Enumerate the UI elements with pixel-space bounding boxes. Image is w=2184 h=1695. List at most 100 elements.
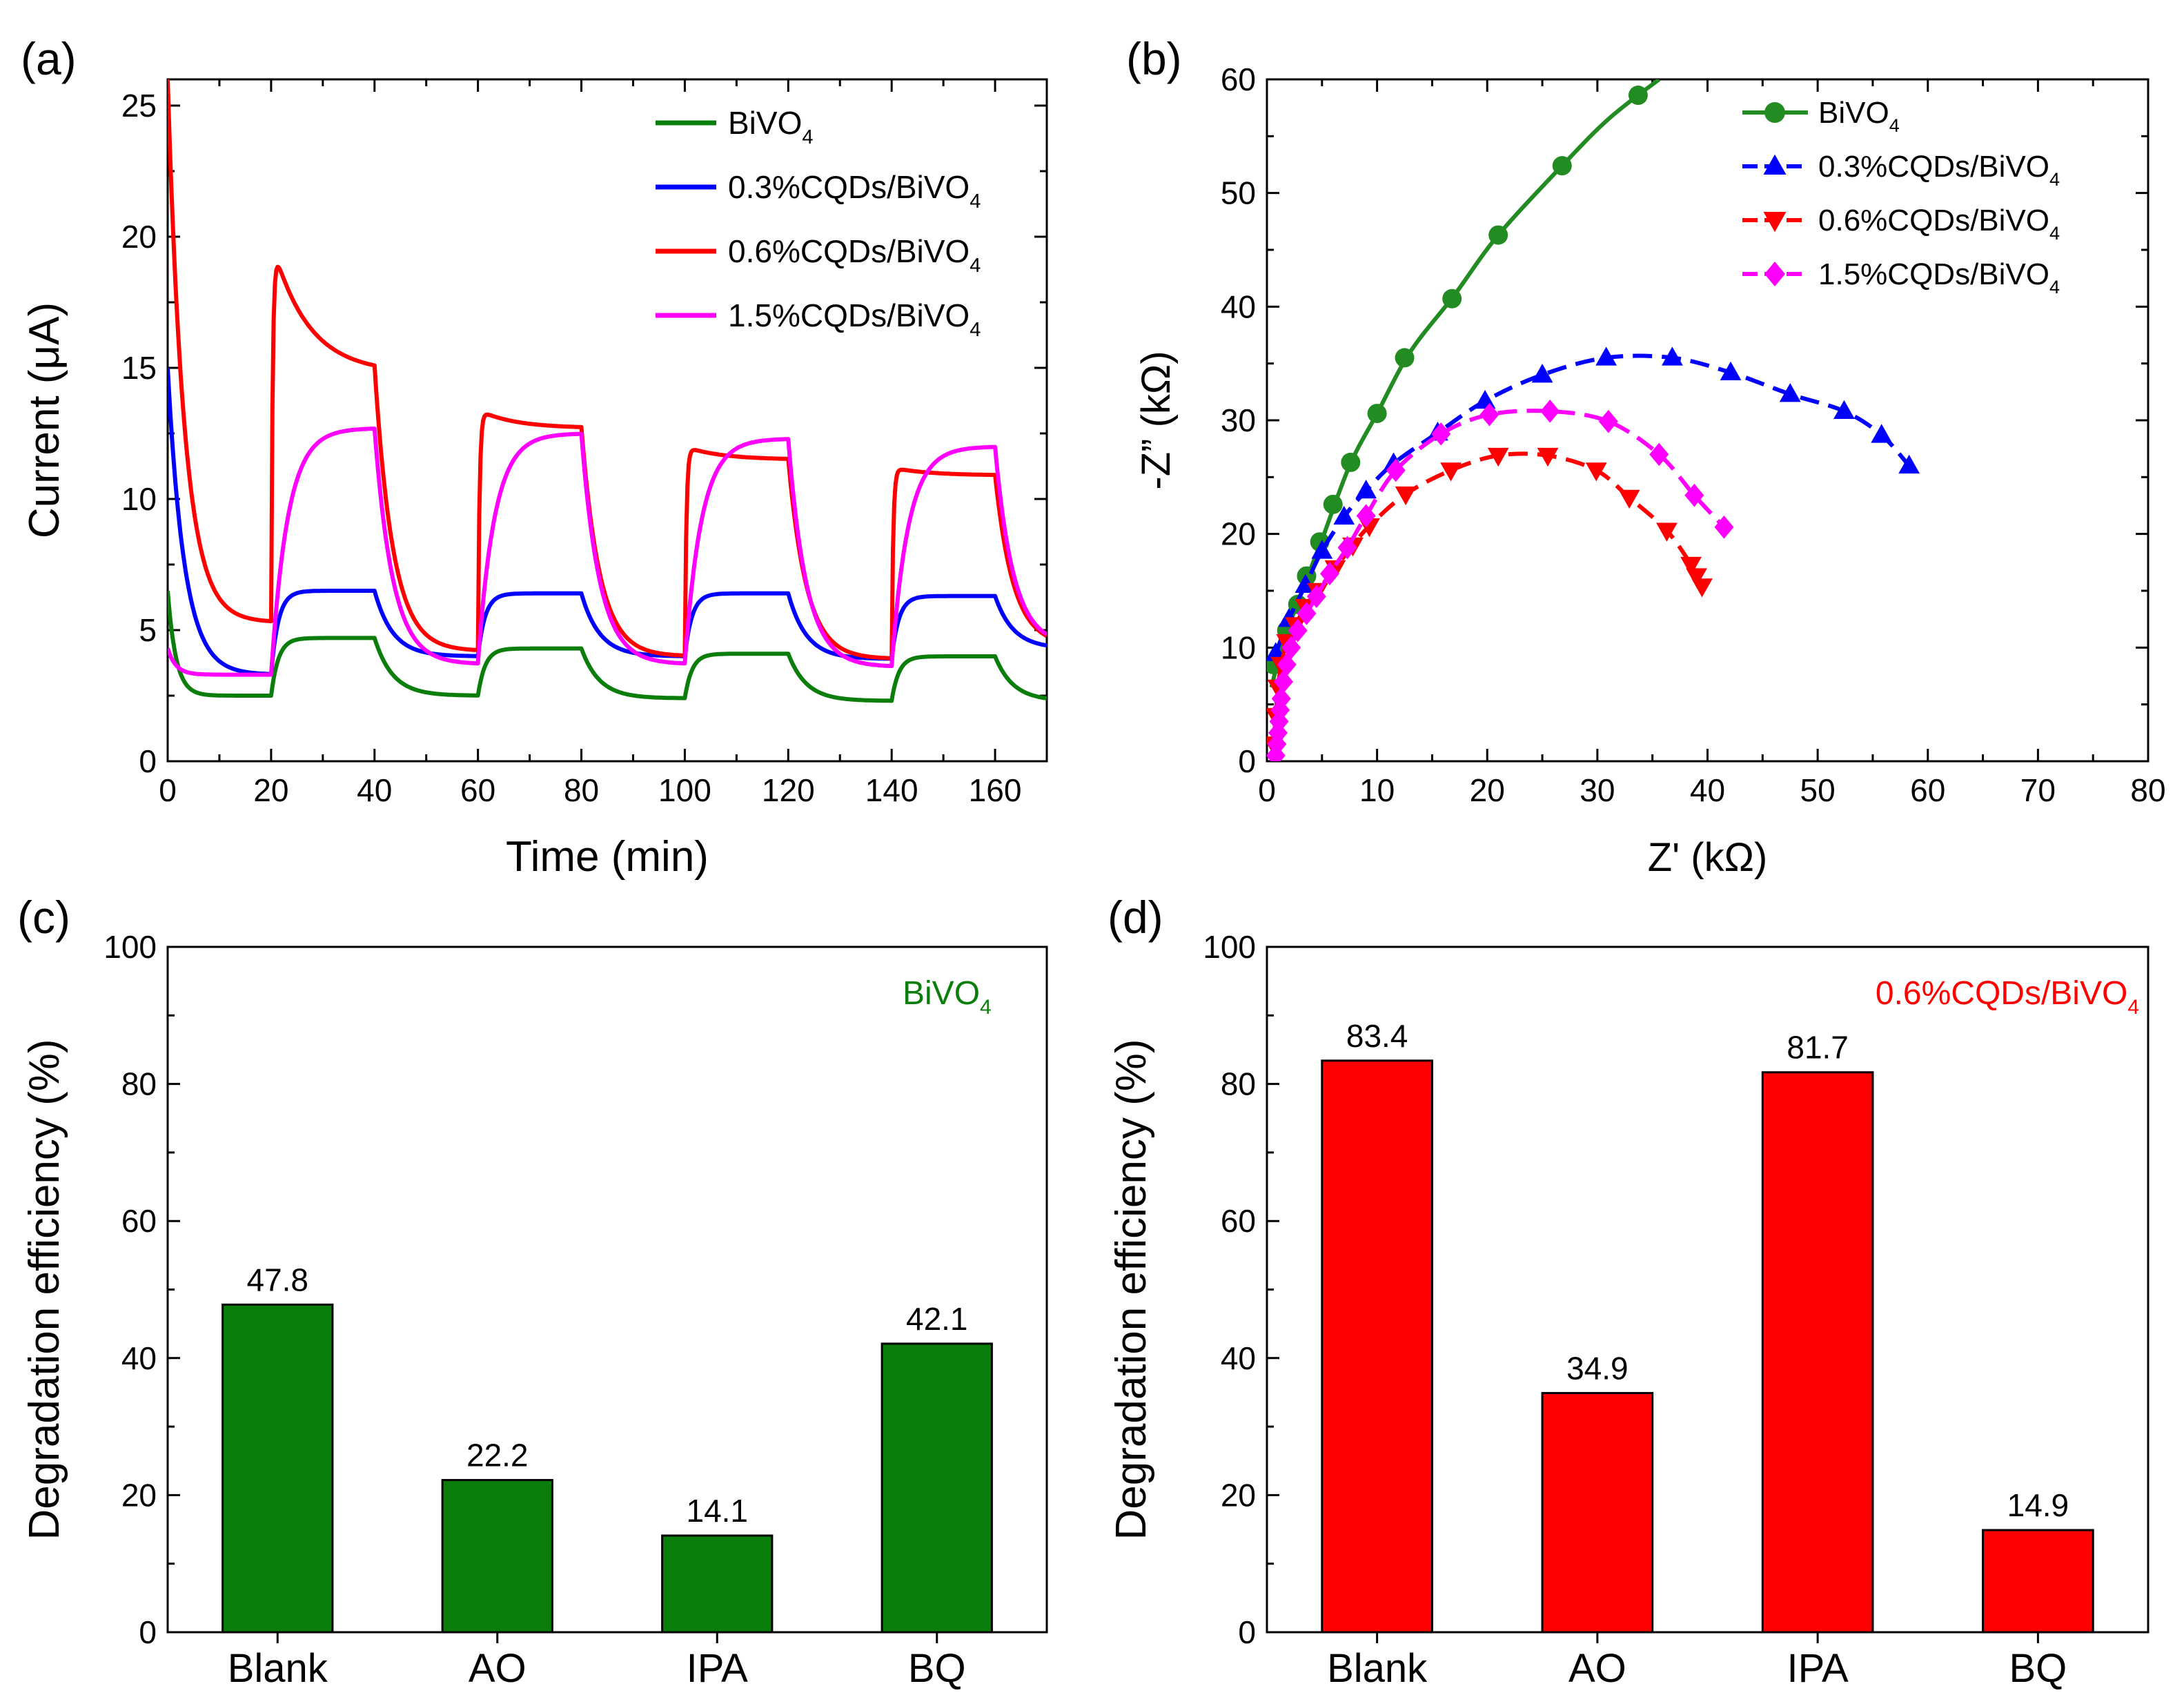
plot-area: [168, 79, 1047, 703]
bar-ipa: [661, 1534, 774, 1634]
series-line-0: [1269, 79, 1661, 688]
annotation-label-main: 0.6%CQDs/BiVO: [1876, 975, 2127, 1012]
y-tick-label: 5: [139, 612, 157, 648]
y-tick-label: 15: [121, 350, 157, 386]
series-0-point: [1341, 452, 1361, 472]
panel-b-nyquist-plot: 0 10 20 30 40 50 60 0 10 20 30 40 50 60 70 80 (b) Z' (kΩ)…: [1126, 33, 2166, 880]
series-2-point: [1585, 462, 1607, 482]
series-2-point: [1537, 447, 1559, 467]
panel-d-bar-chart-cqds-bivo4: 0 20 40 60 80 100 (d) Degradation efficiency (%…: [1108, 892, 2149, 1691]
series-line-2: [1271, 451, 1704, 745]
x-tick-label: 20: [253, 772, 288, 808]
x-axis-title: Z' (kΩ): [1648, 835, 1768, 880]
series-3-point: [1479, 402, 1499, 427]
bar-blank: [222, 1303, 334, 1634]
series-0-point: [1323, 494, 1343, 514]
bar-ipa: [1761, 1071, 1874, 1634]
legend-label-0: BiVO4: [728, 105, 814, 148]
legend-label-2-main: 0.6%CQDs/BiVO: [728, 233, 970, 269]
y-tick-label: 30: [1221, 402, 1256, 438]
x-category-label: IPA: [1787, 1646, 1849, 1691]
legend-label-0-subscript: 4: [802, 126, 813, 148]
bar-value-label: 14.9: [2007, 1487, 2069, 1523]
panel-label: (d): [1108, 892, 1163, 943]
y-tick-label: 100: [104, 929, 157, 965]
series-3-point: [1271, 687, 1291, 711]
series-line-3: [168, 427, 1047, 677]
series-1-point: [1662, 346, 1683, 366]
panel-label: (b): [1126, 33, 1182, 84]
series-2-point: [1656, 522, 1678, 542]
series-2-point: [1691, 578, 1713, 598]
series-3-point: [1386, 458, 1406, 482]
y-tick-label: 0: [139, 743, 157, 779]
bar-value-label: 34.9: [1566, 1350, 1629, 1386]
plot-area: [1267, 79, 1920, 761]
series-2-point: [1680, 556, 1702, 576]
legend-label-0-subscript: 4: [1889, 115, 1900, 136]
legend-label-3-main: 1.5%CQDs/BiVO: [728, 297, 970, 333]
annotation-label-main: BiVO: [903, 975, 980, 1012]
legend-label-3: 1.5%CQDs/BiVO4: [1818, 257, 2060, 297]
x-tick-label: 40: [357, 772, 392, 808]
legend-marker-2: [1763, 212, 1787, 233]
series-1-point: [1474, 389, 1496, 409]
series-1-point: [1720, 361, 1742, 381]
legend-label-1: 0.3%CQDs/BiVO4: [1818, 150, 2060, 190]
series-1-point: [1871, 424, 1893, 443]
y-axis-title: Degradation efficiency (%): [1108, 1039, 1155, 1540]
series-2-point: [1440, 462, 1462, 482]
x-tick-label: 160: [969, 772, 1022, 808]
series-3-point: [1598, 409, 1618, 433]
x-tick-label: 0: [159, 772, 177, 808]
x-tick-label: 120: [762, 772, 815, 808]
y-tick-label: 50: [1221, 175, 1256, 211]
series-3-point: [1273, 669, 1293, 694]
x-category-label: BQ: [2009, 1646, 2067, 1691]
x-tick-label: 140: [865, 772, 918, 808]
series-2-point: [1686, 568, 1707, 587]
series-3-point: [1297, 602, 1317, 625]
x-category-label: IPA: [687, 1646, 748, 1691]
series-0-point: [1488, 225, 1508, 245]
y-tick-label: 40: [1221, 1340, 1256, 1376]
x-category-label: AO: [469, 1646, 527, 1691]
series-2-point: [1487, 447, 1509, 467]
y-axis-title: Degradation efficiency (%): [21, 1039, 68, 1540]
legend-label-3-main: 1.5%CQDs/BiVO: [1818, 257, 2049, 291]
series-1-point: [1333, 505, 1355, 525]
legend-label-0-main: BiVO: [1818, 96, 1889, 130]
legend-marker-3: [1764, 262, 1785, 286]
panel-label: (c): [17, 892, 70, 943]
x-category-label: BQ: [908, 1646, 966, 1691]
x-tick-label: 40: [1690, 772, 1725, 808]
legend-label-2-subscript: 4: [2049, 223, 2060, 244]
series-3-point: [1714, 515, 1734, 539]
x-tick-label: 60: [460, 772, 495, 808]
annotation-label-subscript: 4: [2127, 996, 2139, 1019]
series-3-point: [1356, 504, 1376, 528]
legend-marker-0: [1764, 102, 1785, 123]
legend-label-0-main: BiVO: [728, 105, 802, 141]
y-tick-label: 100: [1203, 929, 1256, 965]
x-tick-label: 60: [1910, 772, 1945, 808]
bar-value-label: 14.1: [686, 1493, 748, 1529]
series-3-point: [1431, 422, 1451, 446]
legend-label-2-subscript: 4: [970, 255, 981, 277]
plot-frame: [166, 78, 1048, 763]
y-tick-label: 20: [1221, 1477, 1256, 1513]
series-3-point: [1288, 618, 1308, 643]
legend-label-3: 1.5%CQDs/BiVO4: [728, 297, 981, 341]
series-1-point: [1311, 540, 1333, 559]
y-tick-label: 20: [121, 219, 157, 255]
y-tick-label: 20: [1221, 516, 1256, 552]
x-tick-label: 0: [1258, 772, 1276, 808]
x-category-label: Blank: [1327, 1646, 1428, 1691]
y-tick-label: 40: [121, 1340, 157, 1376]
y-tick-label: 60: [1221, 61, 1256, 97]
y-tick-label: 0: [139, 1614, 157, 1650]
series-1-point: [1595, 346, 1617, 366]
bar-ao: [441, 1479, 553, 1634]
y-tick-label: 25: [121, 88, 157, 124]
